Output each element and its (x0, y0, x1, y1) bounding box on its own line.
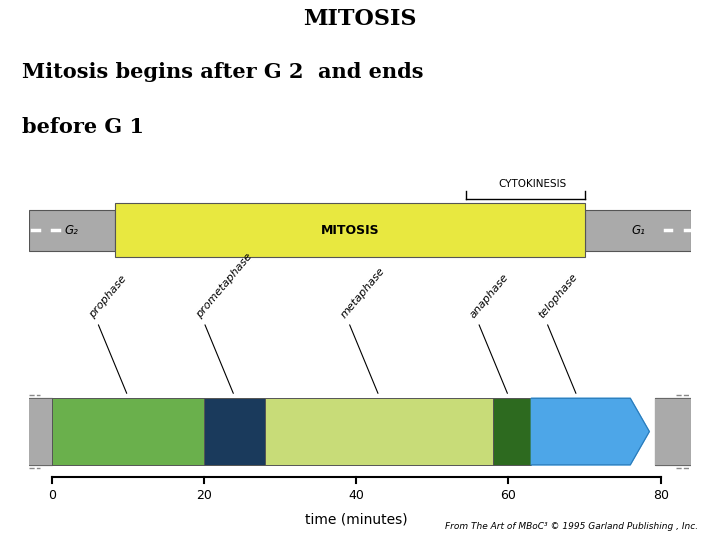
Text: prophase: prophase (87, 274, 129, 320)
Text: MITOSIS: MITOSIS (320, 224, 379, 237)
Text: 0: 0 (48, 489, 55, 502)
Text: G₁: G₁ (631, 224, 645, 237)
Text: Mitosis begins after G 2  and ends: Mitosis begins after G 2 and ends (22, 62, 423, 82)
Text: metaphase: metaphase (338, 266, 387, 320)
Text: anaphase: anaphase (468, 272, 510, 320)
Text: 60: 60 (500, 489, 516, 502)
Text: CYTOKINESIS: CYTOKINESIS (498, 179, 567, 189)
Polygon shape (531, 399, 649, 465)
Text: From The Art of MBoC³ © 1995 Garland Publishing , Inc.: From The Art of MBoC³ © 1995 Garland Pub… (445, 522, 698, 531)
Text: MITOSIS: MITOSIS (303, 8, 417, 30)
Text: G₂: G₂ (65, 224, 78, 237)
Text: telophase: telophase (536, 272, 580, 320)
Text: before G 1: before G 1 (22, 117, 143, 137)
Bar (52, 399, 204, 465)
Bar (265, 399, 493, 465)
Bar (115, 203, 585, 257)
Text: time (minutes): time (minutes) (305, 512, 408, 526)
Bar (585, 210, 691, 251)
Text: 40: 40 (348, 489, 364, 502)
Text: prometaphase: prometaphase (194, 251, 253, 320)
Polygon shape (29, 399, 52, 465)
Bar (29, 210, 115, 251)
Polygon shape (655, 399, 691, 465)
Bar (493, 399, 531, 465)
Text: 20: 20 (196, 489, 212, 502)
Bar (204, 399, 265, 465)
Text: 80: 80 (653, 489, 669, 502)
